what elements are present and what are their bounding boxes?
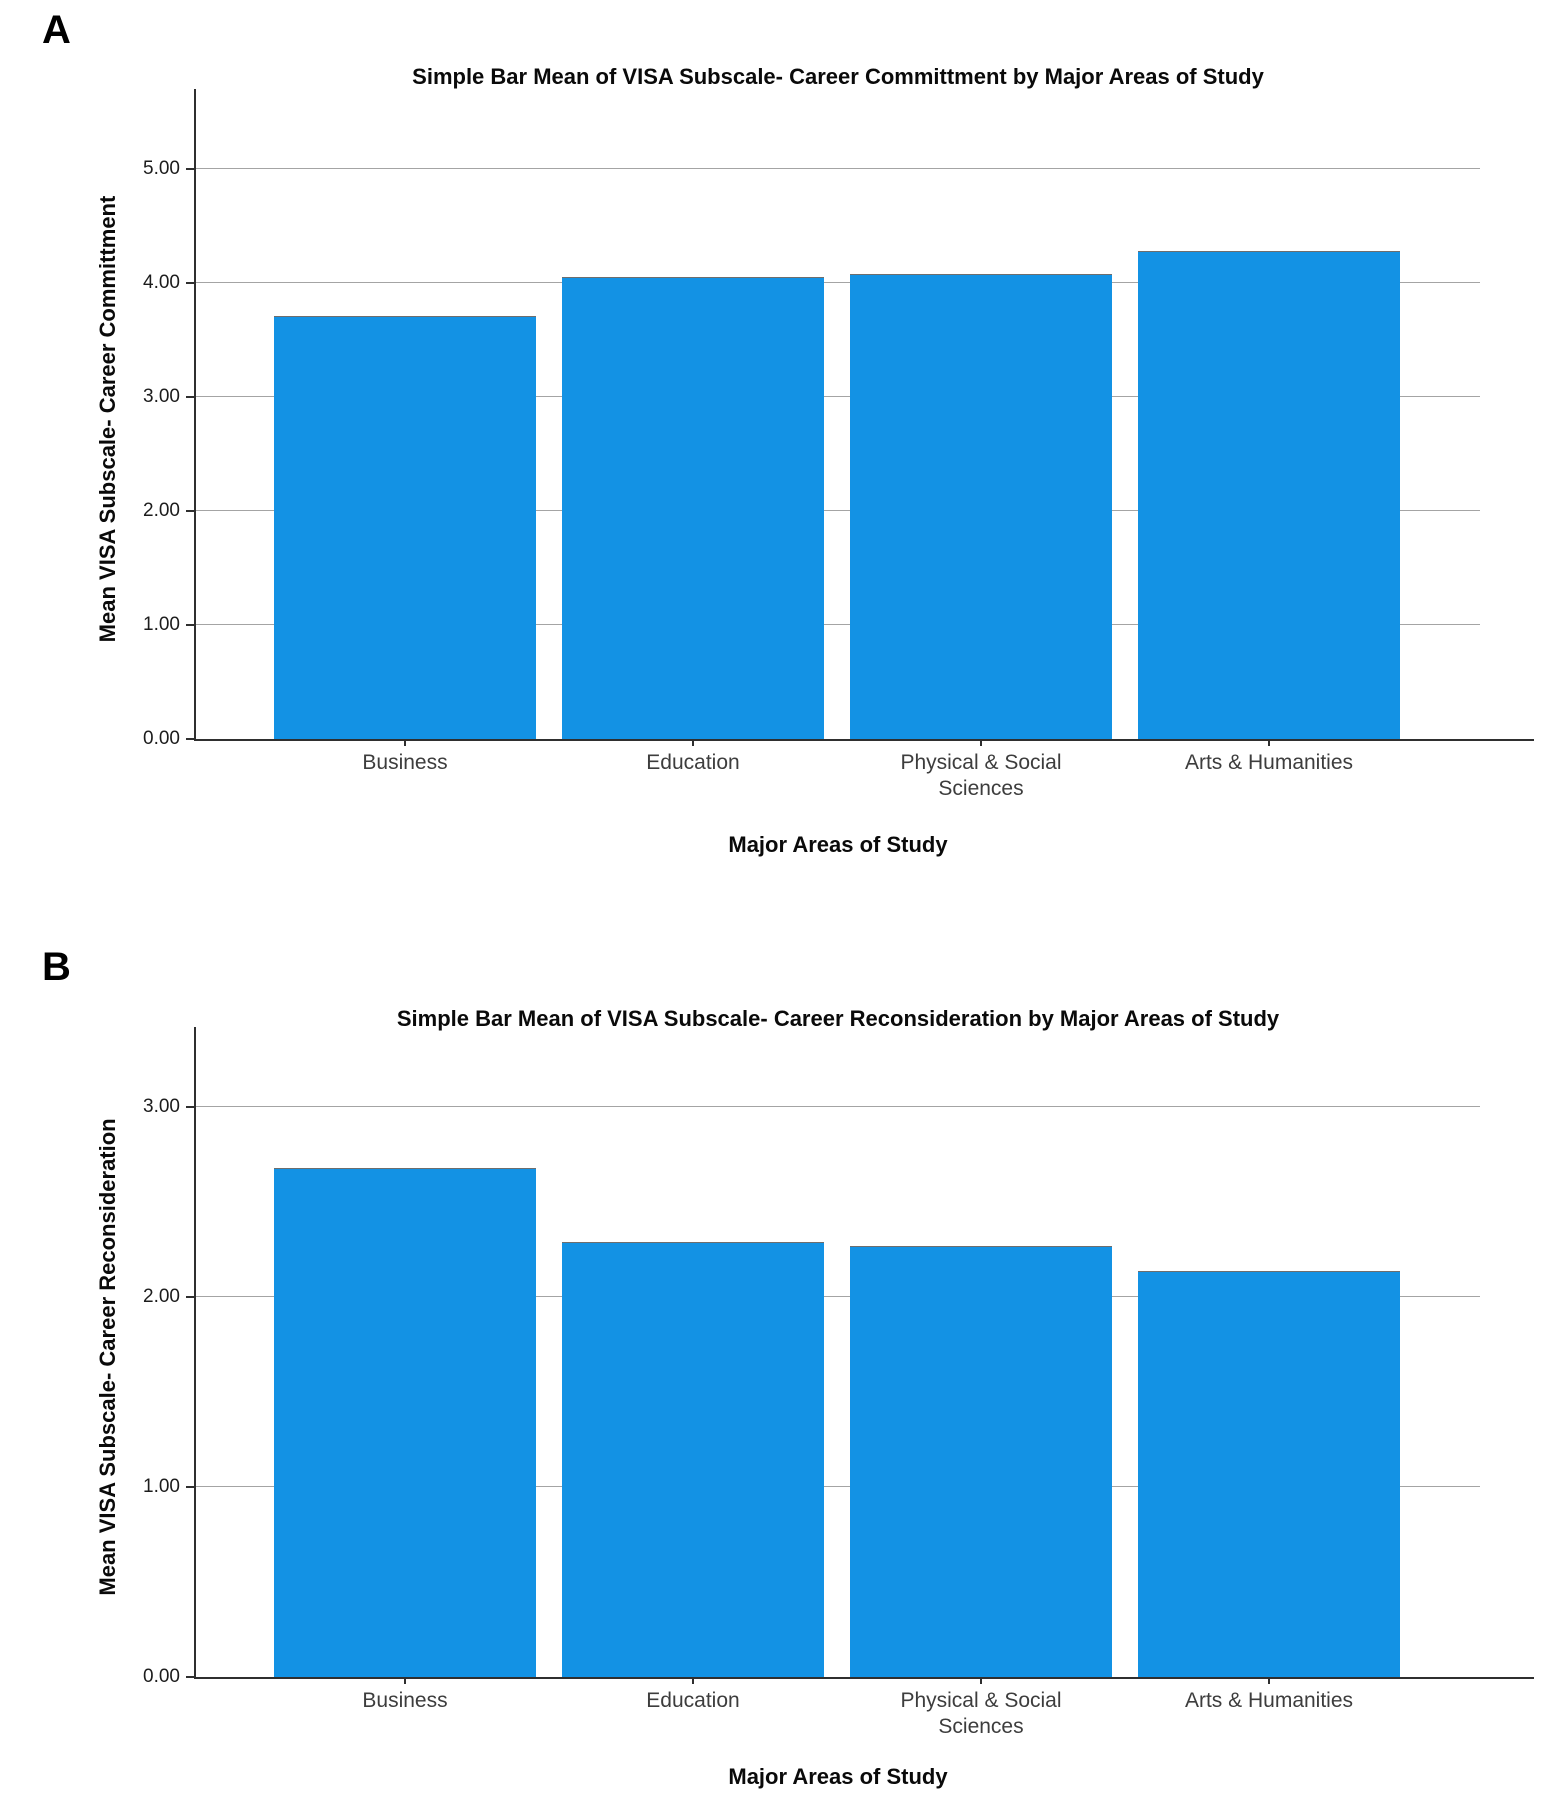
panel-b-letter: B [42,945,71,989]
chart-a-y-tick-mark [186,168,194,170]
chart-b-x-tick-mark [692,1677,694,1684]
chart-a-category-label: Arts & Humanities [1184,751,1354,774]
chart-b-category-label: Physical & Social Sciences [900,1689,1062,1738]
chart-a-x-tick-mark [692,739,694,746]
chart-a-x-tick-mark [404,739,406,746]
chart-a-y-tick-mark [186,282,194,284]
chart-b-bar-education [562,1242,824,1677]
chart-b-x-tick-mark [404,1677,406,1684]
chart-b-bar-business [274,1168,536,1677]
chart-b-y-tick-label: 0.00 [143,1666,180,1687]
chart-a-y-axis-title: Mean VISA Subscale- Career Committment [95,195,120,643]
chart-a-bar-education [562,277,824,739]
chart-b-bar-arts-humanities [1138,1271,1400,1677]
chart-b-y-axis-title: Mean VISA Subscale- Career Reconsiderati… [95,1118,120,1596]
chart-b-gridline [196,1486,1480,1487]
chart-a-y-tick-mark [186,738,194,740]
chart-a-y-tick-label: 3.00 [143,386,180,407]
chart-a-y-tick-mark [186,624,194,626]
chart-a-category-label: Education [646,751,740,774]
chart-a-gridline [196,396,1480,397]
chart-a-y-tick-label: 1.00 [143,614,180,635]
chart-a-y-tick-mark [186,396,194,398]
chart-b-category-label: Business [362,1689,448,1712]
chart-b-y-tick-mark [186,1486,194,1488]
chart-a-y-tick-label: 0.00 [143,728,180,749]
chart-a-y-tick-label: 4.00 [143,272,180,293]
chart-a-gridline [196,282,1480,283]
chart-a-bar-arts-humanities [1138,251,1400,739]
chart-b-y-tick-label: 1.00 [143,1476,180,1497]
chart-a-plot-area: 0.00 1.00 2.00 3.00 4.00 5.00 Business Educatio… [143,89,1534,800]
chart-a-y-tick-label: 2.00 [143,500,180,521]
chart-a-category-label: Physical & Social Sciences [900,751,1062,800]
panel-a-letter: A [42,8,71,52]
chart-b-x-tick-mark [980,1677,982,1684]
chart-a-y-tick-mark [186,510,194,512]
chart-b-y-tick-label: 2.00 [143,1286,180,1307]
chart-a-x-axis-title: Major Areas of Study [728,832,948,857]
chart-b-category-label: Arts & Humanities [1184,1689,1354,1712]
chart-b-title: Simple Bar Mean of VISA Subscale- Career… [396,1006,1280,1031]
chart-b-x-axis-title: Major Areas of Study [728,1764,948,1789]
chart-b-y-tick-mark [186,1296,194,1298]
chart-a-y-tick-label: 5.00 [143,158,180,179]
chart-b-y-tick-mark [186,1106,194,1108]
chart-b-x-tick-mark [1268,1677,1270,1684]
chart-b-y-tick-mark [186,1676,194,1678]
chart-a-title: Simple Bar Mean of VISA Subscale- Career… [412,64,1264,89]
chart-a-x-axis-line [194,739,1534,741]
chart-a-y-axis-line [194,89,196,739]
chart-b-y-tick-label: 3.00 [143,1096,180,1117]
chart-b-gridline [196,1296,1480,1297]
chart-b-category-label: Education [646,1689,740,1712]
chart-a-bar-physical-social-sciences [850,274,1112,739]
chart-a-category-label: Business [362,751,448,774]
chart-b-y-axis-line [194,1027,196,1677]
chart-b-gridline [196,1106,1480,1107]
chart-a-x-tick-mark [980,739,982,746]
chart-a-gridline [196,168,1480,169]
chart-b-bar-physical-social-sciences [850,1246,1112,1677]
chart-a-gridline [196,624,1480,625]
chart-b-x-axis-line [194,1677,1534,1679]
chart-a-gridline [196,510,1480,511]
chart-b-plot-area: 0.00 1.00 2.00 3.00 Business Education Physica… [143,1027,1534,1738]
chart-a-x-tick-mark [1268,739,1270,746]
chart-a-bar-business [274,316,536,739]
